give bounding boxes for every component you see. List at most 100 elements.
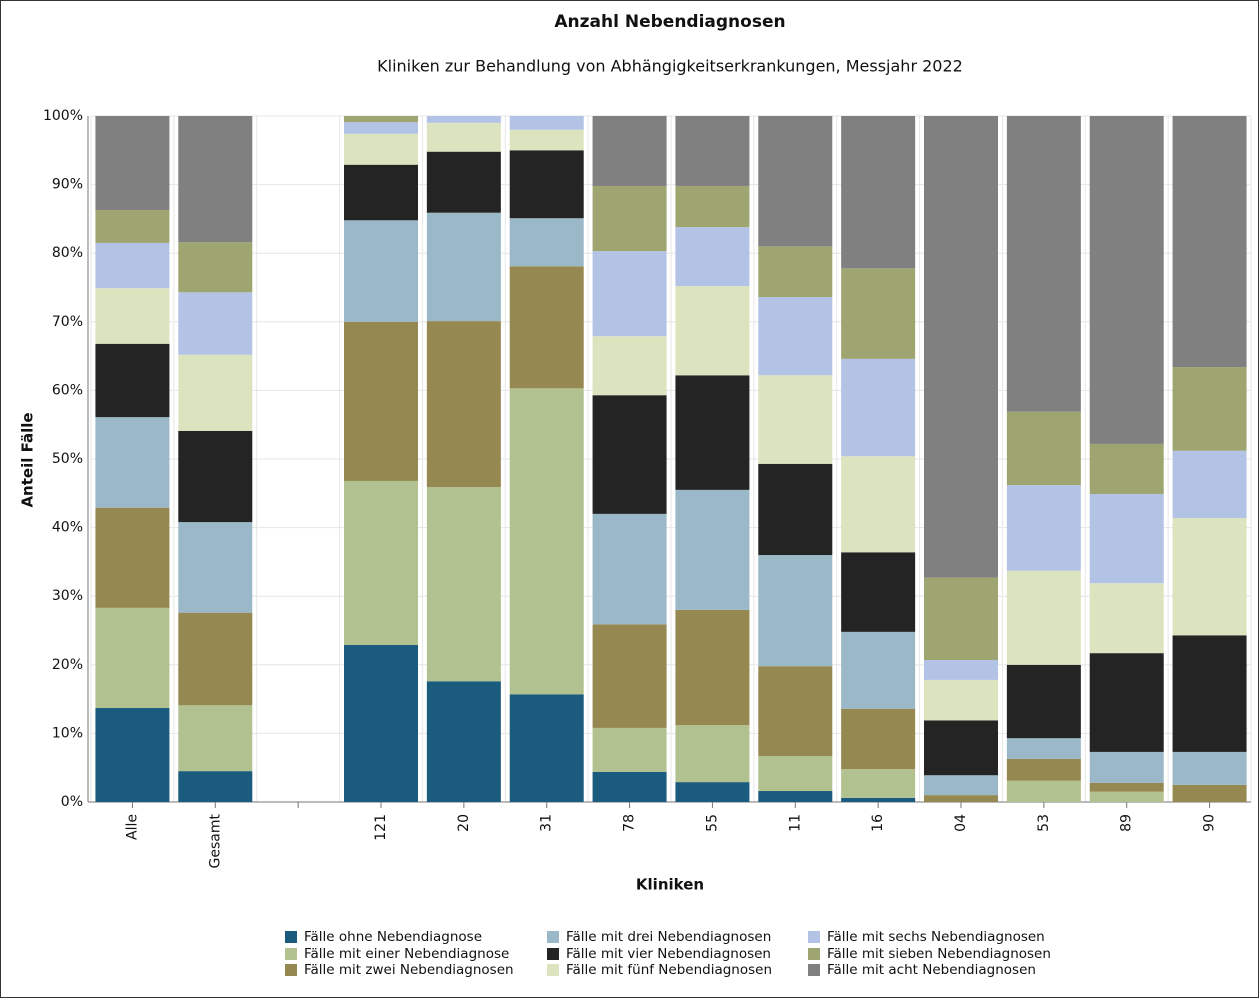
bar-segment (1006, 570, 1081, 665)
bar-segment (1006, 116, 1081, 412)
bar-segment (841, 456, 916, 553)
legend-label: Fälle mit einer Nebendiagnose (304, 946, 509, 962)
bar-segment (758, 246, 833, 298)
bar-segment (95, 417, 170, 508)
bar-segment (95, 343, 170, 418)
bar-segment (758, 297, 833, 376)
x-tick-label: 55 (704, 814, 720, 832)
y-tick-label: 70% (52, 314, 83, 330)
bar-segment (178, 116, 253, 243)
bar-segment (675, 227, 750, 287)
bar-segment (841, 552, 916, 632)
bar-segment (924, 775, 998, 796)
bar-segment (1089, 493, 1164, 584)
bar-segment (1006, 738, 1081, 759)
bar-segment (509, 150, 584, 219)
bar-segment (758, 791, 833, 802)
bar-segment (1006, 758, 1081, 781)
legend-label: Fälle mit vier Nebendiagnosen (566, 946, 771, 962)
bar-segment (841, 631, 916, 709)
y-tick-label: 60% (52, 382, 83, 398)
bar-segment (1006, 780, 1081, 802)
x-tick-label: 121 (373, 814, 389, 841)
bar-segment (95, 708, 170, 802)
bar-segment (758, 116, 833, 247)
bar-segment (675, 609, 750, 726)
bar-segment (509, 218, 584, 267)
bar-segment (592, 251, 667, 337)
bar-segment (592, 727, 667, 772)
bar-segment (178, 612, 253, 706)
legend-swatch (547, 948, 559, 960)
bar-segment (1006, 485, 1081, 571)
bar-segment (1089, 782, 1164, 792)
bar-segment (1006, 411, 1081, 486)
x-tick-label: 53 (1036, 814, 1052, 832)
bar-segment (758, 666, 833, 757)
bar-segment (95, 507, 170, 608)
bar-segment (592, 771, 667, 802)
bar-segment (509, 694, 584, 802)
y-tick-label: 10% (52, 725, 83, 741)
legend-label: Fälle mit sechs Nebendiagnosen (827, 929, 1045, 945)
bar-segment (95, 242, 170, 289)
y-tick-label: 40% (52, 520, 83, 536)
bar-segment (509, 266, 584, 389)
y-tick-label: 90% (52, 177, 83, 193)
bar-segment (758, 555, 833, 667)
bar-segment (1089, 751, 1164, 783)
bar-segment (841, 708, 916, 770)
bar-segment (509, 116, 584, 130)
legend-swatch (285, 964, 297, 976)
legend-swatch (547, 964, 559, 976)
y-tick-label: 100% (43, 108, 83, 124)
bar-segment (841, 358, 916, 457)
legend-label: Fälle ohne Nebendiagnose (304, 929, 482, 945)
bar-segment (592, 336, 667, 396)
chart-subtitle: Kliniken zur Behandlung von Abhängigkeit… (377, 57, 963, 76)
bar-segment (426, 151, 501, 213)
bar-segment (924, 679, 998, 721)
bar-segment (1089, 791, 1164, 802)
legend-swatch (808, 964, 820, 976)
bar-segment (178, 705, 253, 772)
bar-segment (675, 116, 750, 186)
bar-segment (344, 644, 418, 802)
bar-segment (426, 122, 501, 152)
bar-segment (758, 463, 833, 556)
bar-segment (426, 321, 501, 488)
legend-label: Fälle mit drei Nebendiagnosen (566, 929, 771, 945)
legend-label: Fälle mit fünf Nebendiagnosen (566, 962, 772, 978)
x-tick-label: 04 (953, 814, 969, 832)
x-tick-label: Gesamt (207, 813, 223, 868)
bar-segment (344, 122, 418, 134)
bar-segment (178, 242, 253, 293)
bar-segment (592, 116, 667, 186)
bar-segment (178, 354, 253, 431)
bar-segment (1172, 751, 1247, 785)
bar-segment (1006, 664, 1081, 739)
bar-segment (841, 268, 916, 359)
bar-segment (675, 489, 750, 610)
bar-segment (675, 286, 750, 376)
bar-segment (1172, 116, 1247, 368)
bar-segment (426, 116, 501, 123)
bar-segment (95, 607, 170, 709)
legend-swatch (808, 931, 820, 943)
bar-segment (1172, 635, 1247, 752)
bar-segment (426, 212, 501, 322)
bar-segment (675, 725, 750, 783)
bar-segment (95, 288, 170, 344)
bar-segment (509, 388, 584, 695)
bar-segment (592, 513, 667, 625)
chart-title: Anzahl Nebendiagnosen (554, 12, 785, 32)
bar-segment (344, 116, 418, 123)
x-tick-label: 31 (539, 814, 555, 832)
bar-segment (841, 769, 916, 798)
bar-segment (758, 375, 833, 464)
x-tick-label: 90 (1202, 814, 1218, 832)
bar-segment (675, 375, 750, 490)
bar-segment (344, 220, 418, 322)
bar-segment (344, 480, 418, 645)
